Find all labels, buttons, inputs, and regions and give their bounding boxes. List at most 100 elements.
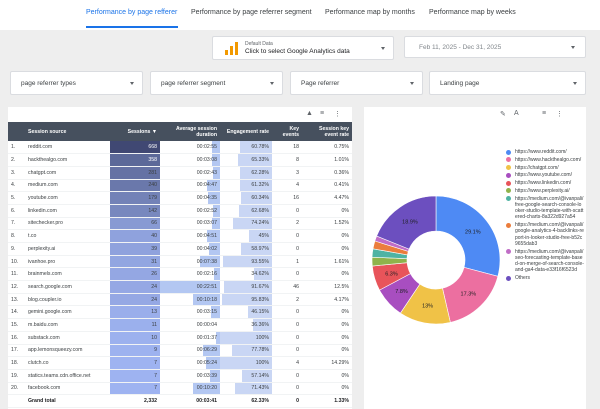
table-row[interactable]: 1. reddit.com 668 00:02:55 60.78% 18 0.75% <box>8 141 352 155</box>
key-event-rate-cell: 12.5% <box>302 280 352 294</box>
table-row[interactable]: 15. m.baidu.com 11 00:00:04 36.36% 0 0% <box>8 318 352 332</box>
row-index: 4. <box>8 179 25 193</box>
table-row[interactable]: 13. blog.coupler.io 24 00:10:18 95.83% 2 4.17% <box>8 293 352 307</box>
chevron-down-icon <box>130 82 134 85</box>
legend-item[interactable]: Others <box>506 275 584 281</box>
engagement-bar <box>240 141 272 153</box>
engagement-cell: 93.55% <box>220 255 272 269</box>
key-events-cell: 0 <box>272 382 302 396</box>
key-event-rate-cell: 1.01% <box>302 153 352 167</box>
translate-icon[interactable]: A <box>514 110 519 117</box>
index-header <box>8 122 25 141</box>
engagement-cell: 91.67% <box>220 280 272 294</box>
engagement-bar <box>223 255 272 267</box>
table-row[interactable]: 6. linkedin.com 142 00:02:52 62.68% 0 0% <box>8 204 352 218</box>
column-header-key-events[interactable]: Key events <box>272 122 302 141</box>
legend-item[interactable]: https://medium.com/@ivanpali/google-anal… <box>506 222 584 247</box>
column-header-session-key-event-rate[interactable]: Session key event rate <box>302 122 352 141</box>
tab-performance-by-page-refferer[interactable]: Performance by page refferer <box>86 9 178 16</box>
chart-toolbar: ✎ A ≡ ⋮ <box>500 110 580 120</box>
table-row[interactable]: 14. gemini.google.com 13 00:03:15 46.15% 0 0% <box>8 305 352 320</box>
column-header-engagement-rate[interactable]: Engagement rate <box>220 122 272 141</box>
data-source-selector[interactable]: Default Data Click to select Google Anal… <box>212 36 394 60</box>
session-source-cell: chatgpt.com <box>25 166 110 180</box>
sessions-heat <box>110 192 160 204</box>
key-event-rate-cell: 0% <box>302 318 352 332</box>
table-row[interactable]: 19. statics.teams.cdn.office.net 7 00:03:39… <box>8 369 352 383</box>
table-row[interactable]: 11. brainmels.com 26 00:02:16 34.62% 0 0% <box>8 267 352 282</box>
tab-performance-map-by-weeks[interactable]: Performance map by weeks <box>429 9 516 16</box>
date-range-selector[interactable]: Feb 11, 2025 - Dec 31, 2025 <box>404 36 586 58</box>
engagement-cell: 71.43% <box>220 382 272 396</box>
session-source-table-panel: ▲ ≡ ⋮ Session source Sessions ▼ Average … <box>8 107 352 409</box>
duration-cell: 00:03:39 <box>160 369 220 383</box>
row-index: 9. <box>8 242 25 256</box>
table-row[interactable]: 18. clutch.co 7 00:05:24 100% 4 14.29% <box>8 356 352 370</box>
legend-item[interactable]: https://www.reddit.com/ <box>506 149 584 155</box>
total-key-rate: 1.33% <box>302 394 352 408</box>
more-options-icon[interactable]: ⋮ <box>556 111 563 118</box>
tab-performance-by-page-referrer-segment[interactable]: Performance by page referrer segment <box>191 9 312 16</box>
row-index: 12. <box>8 280 25 294</box>
table-row[interactable]: 2. hackthealgo.com 358 00:03:08 65.33% 8 1.01% <box>8 153 352 167</box>
duration-bar <box>209 243 220 255</box>
filter-landing-page[interactable]: Landing page <box>429 71 586 95</box>
legend-item[interactable]: https://www.youtube.com/ <box>506 172 584 178</box>
filter-page-referrer-types[interactable]: page referrer types <box>10 71 143 95</box>
table-row[interactable]: 9. perplexity.ai 39 00:04:02 58.97% 0 0% <box>8 242 352 256</box>
engagement-bar <box>239 204 272 217</box>
filter-icon[interactable]: ≡ <box>320 110 325 117</box>
key-event-rate-cell: 0% <box>302 267 352 282</box>
filter-icon[interactable]: ≡ <box>542 110 547 117</box>
table-row[interactable]: 17. app.lemonsqueezy.com 9 00:06:29 77.78% 0 0… <box>8 344 352 358</box>
pie-slice[interactable] <box>376 195 437 250</box>
duration-cell: 00:02:16 <box>160 267 220 282</box>
key-events-cell: 0 <box>272 344 302 358</box>
table-row[interactable]: 16. substack.com 10 00:01:37 100% 0 0% <box>8 331 352 345</box>
table-row[interactable]: 3. chatgpt.com 281 00:02:43 62.28% 3 0.36% <box>8 166 352 180</box>
sessions-value: 9 <box>154 347 157 354</box>
key-event-rate-cell: 1.52% <box>302 217 352 231</box>
engagement-bar <box>220 331 272 344</box>
column-header-session-source[interactable]: Session source <box>25 122 110 141</box>
warning-icon[interactable]: ▲ <box>306 110 313 117</box>
table-row[interactable]: 20. facebook.com 7 00:10:20 71.43% 0 0% <box>8 382 352 396</box>
column-header-sessions[interactable]: Sessions ▼ <box>110 122 160 141</box>
table-row[interactable]: 10. ivanhoe.pro 31 00:07:38 93.55% 1 1.61% <box>8 255 352 269</box>
key-events-cell: 0 <box>272 242 302 256</box>
table-row[interactable]: 8. t.co 40 00:04:51 45% 0 0% <box>8 229 352 243</box>
more-options-icon[interactable]: ⋮ <box>334 111 341 118</box>
duration-value: 00:02:55 <box>196 144 217 151</box>
duration-bar <box>160 281 220 293</box>
legend-item[interactable]: https://medium.com/@ivanpali/seo-forecas… <box>506 249 584 274</box>
table-row[interactable]: 4. medium.com 240 00:04:47 61.32% 4 0.41% <box>8 179 352 193</box>
filter-label: Landing page <box>440 80 480 87</box>
engagement-bar <box>240 179 272 191</box>
table-row[interactable]: 5. youtube.com 179 00:04:35 60.34% 16 4.47% <box>8 191 352 205</box>
duration-value: 00:10:20 <box>196 385 217 392</box>
tab-performance-map-by-months[interactable]: Performance map by months <box>325 9 415 16</box>
filter-page-referrer-segment[interactable]: page referrer segment <box>150 71 283 95</box>
pie-slice[interactable] <box>435 195 501 277</box>
total-sessions: 2,332 <box>110 394 160 408</box>
key-event-rate-cell: 14.29% <box>302 356 352 370</box>
table-row[interactable]: 12. search.google.com 24 00:22:51 91.67% 46 12… <box>8 280 352 294</box>
duration-value: 00:03:39 <box>196 372 217 379</box>
column-header-average-session-duration[interactable]: Average session duration <box>160 122 220 141</box>
edit-icon[interactable]: ✎ <box>500 111 506 118</box>
key-event-rate-cell: 0.41% <box>302 179 352 193</box>
engagement-bar <box>239 166 272 179</box>
table-row[interactable]: 7. sitechecker.pro 66 00:03:07 74.24% 2 1.52% <box>8 217 352 231</box>
duration-cell: 00:05:24 <box>160 356 220 370</box>
engagement-cell: 60.34% <box>220 191 272 205</box>
legend-item[interactable]: https://medium.com/@ivanpali/free-google… <box>506 196 584 221</box>
row-index: 7. <box>8 217 25 231</box>
legend-item[interactable]: https://www.linkedin.com/ <box>506 180 584 186</box>
legend-item[interactable]: https://www.perplexity.ai/ <box>506 188 584 194</box>
legend-item[interactable]: https://chatgpt.com/ <box>506 165 584 171</box>
referrer-donut-chart: 29.1% 17.3% 13% 7.8% 6.3% 18.9% <box>371 195 501 325</box>
filter-page-referrer[interactable]: Page referrer <box>290 71 423 95</box>
legend-item[interactable]: https://www.hackthealgo.com/ <box>506 157 584 163</box>
sessions-value: 24 <box>151 296 157 303</box>
duration-value: 00:04:35 <box>196 195 217 202</box>
